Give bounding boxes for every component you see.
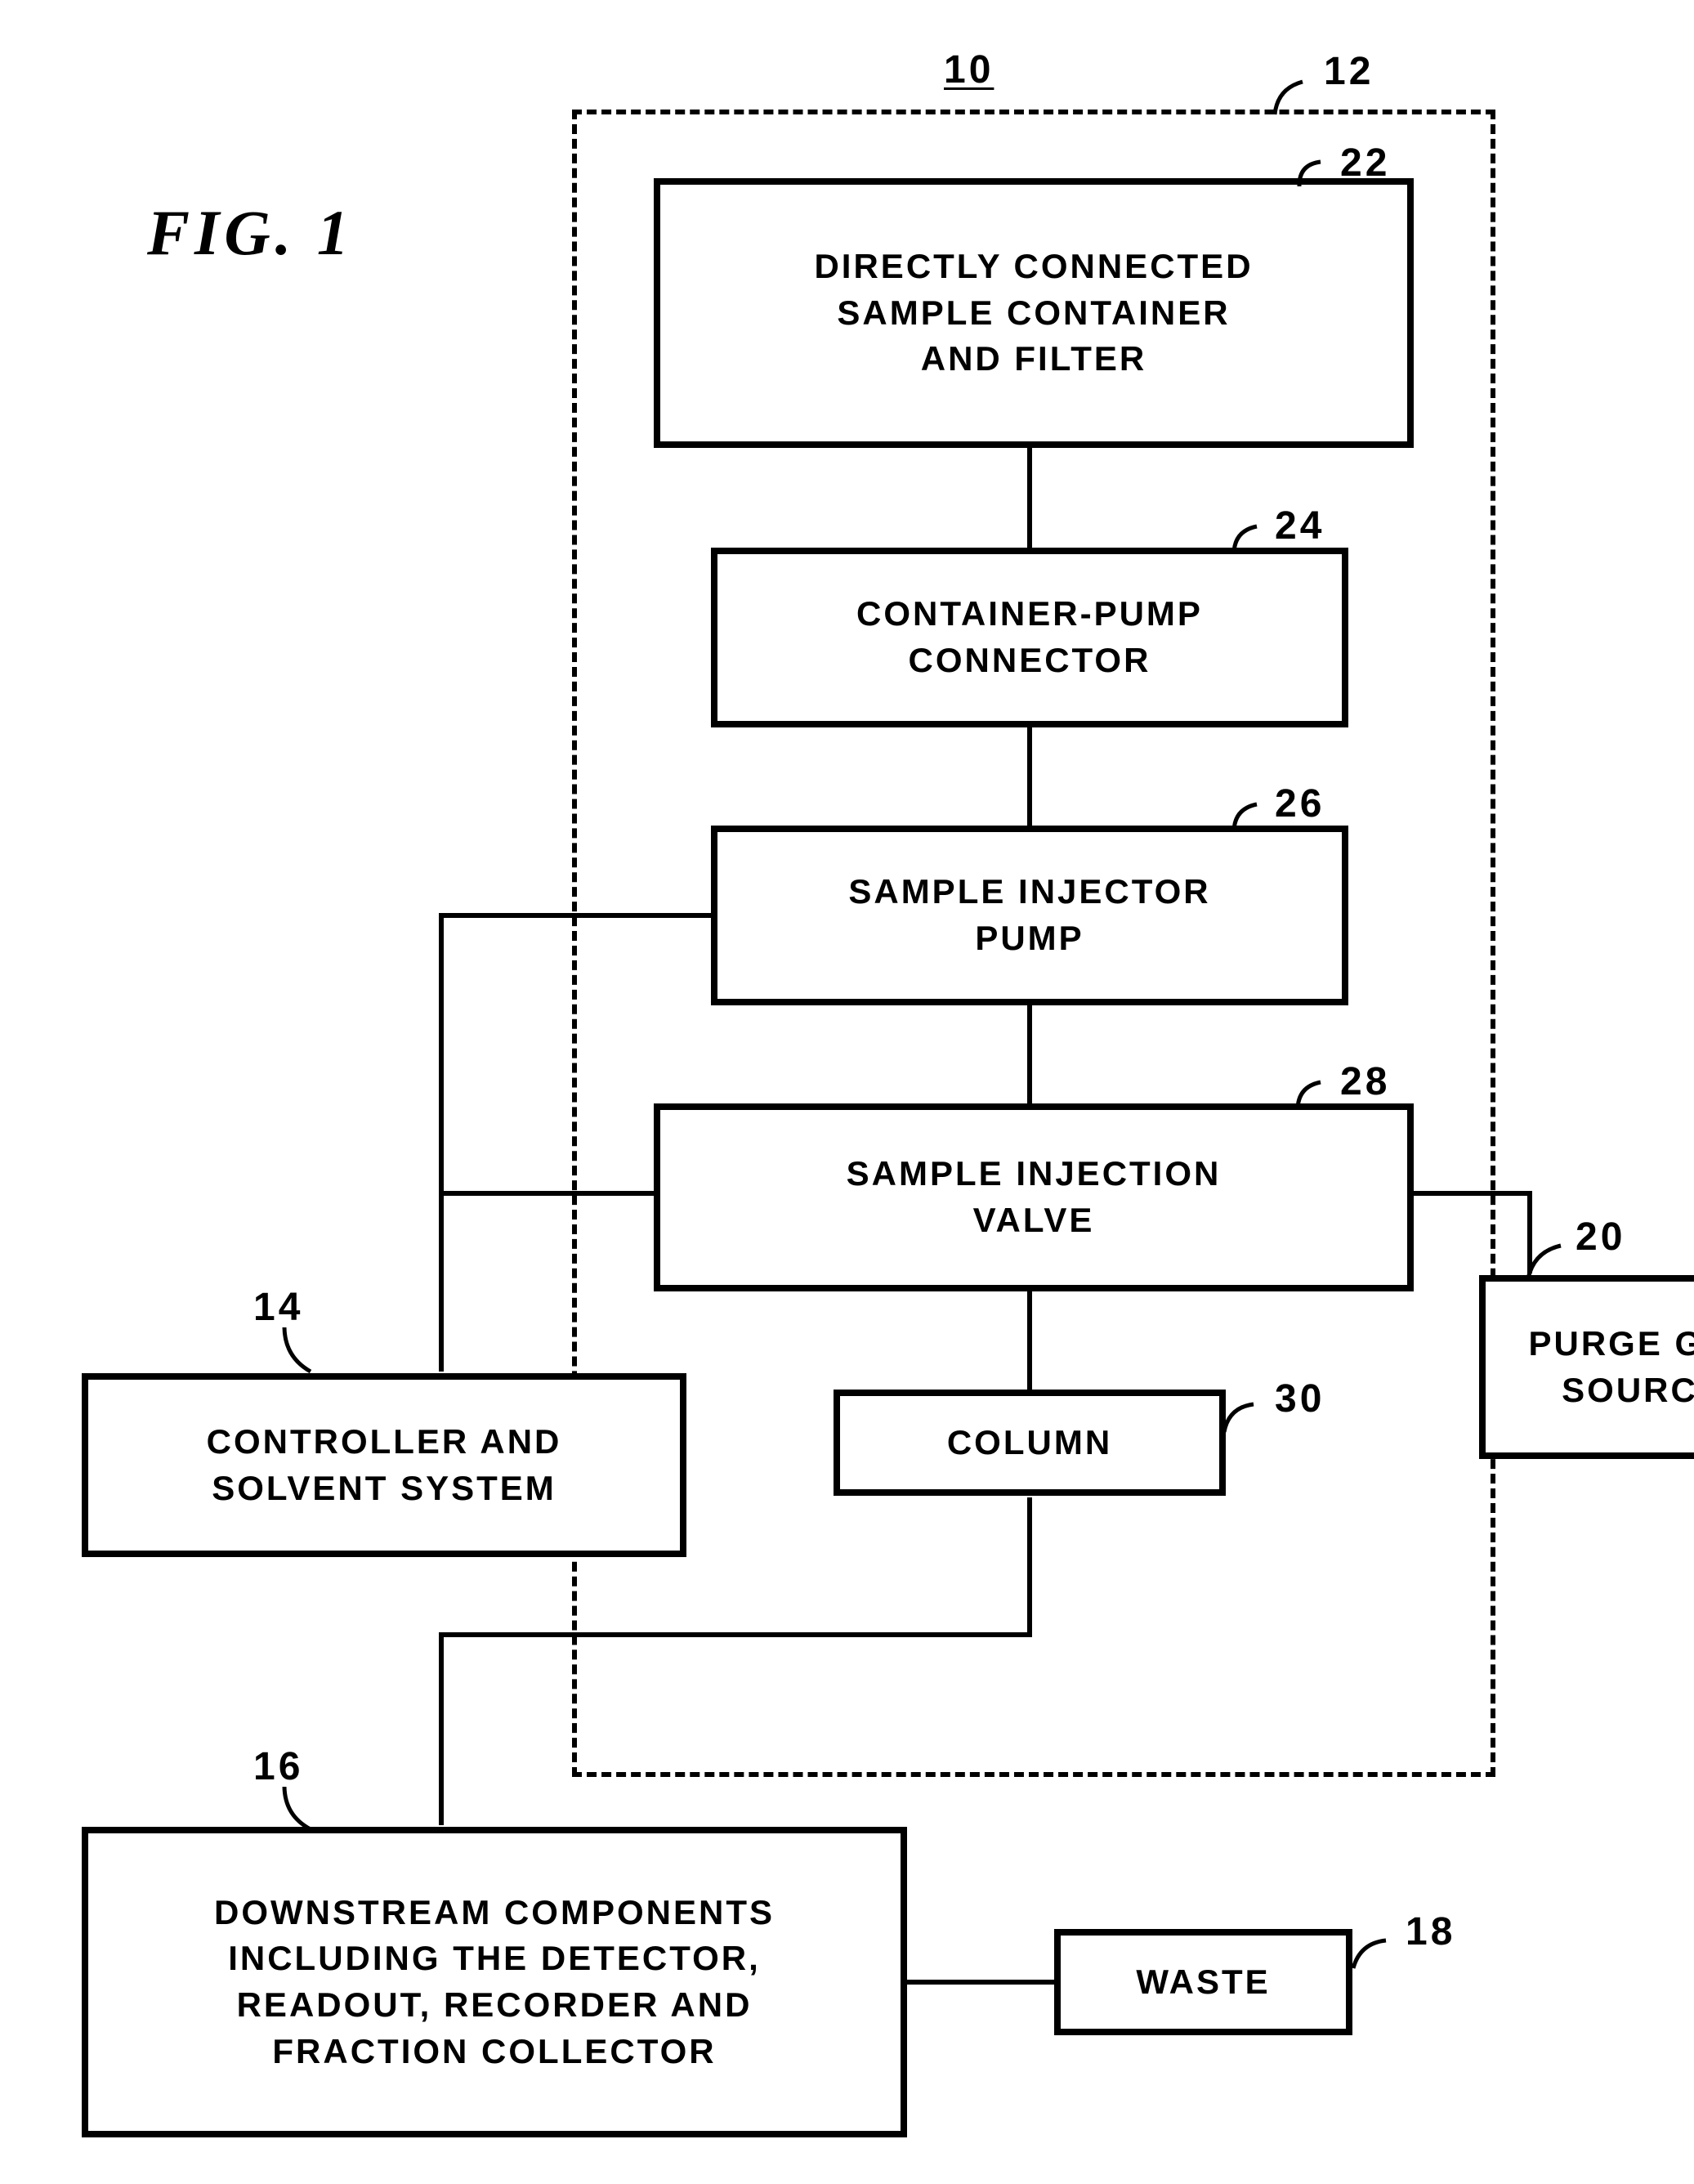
- connectors-layer: [0, 0, 1694, 2184]
